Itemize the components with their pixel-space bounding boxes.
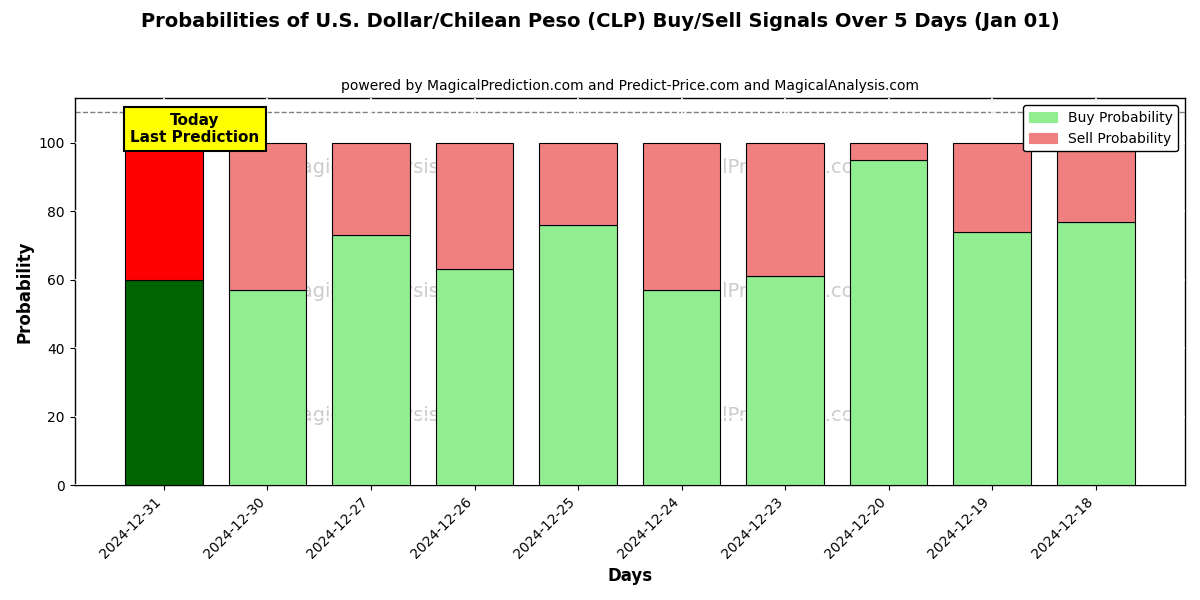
Bar bbox=[229, 290, 306, 485]
Bar bbox=[436, 143, 514, 269]
Text: MagicalPrediction.com: MagicalPrediction.com bbox=[653, 158, 872, 178]
Bar bbox=[643, 290, 720, 485]
Text: MagicalPrediction.com: MagicalPrediction.com bbox=[653, 406, 872, 425]
Bar bbox=[643, 143, 720, 290]
Bar bbox=[746, 143, 824, 277]
X-axis label: Days: Days bbox=[607, 567, 653, 585]
Bar bbox=[746, 277, 824, 485]
Text: Probabilities of U.S. Dollar/Chilean Peso (CLP) Buy/Sell Signals Over 5 Days (Ja: Probabilities of U.S. Dollar/Chilean Pes… bbox=[140, 12, 1060, 31]
Bar bbox=[539, 143, 617, 225]
Bar bbox=[953, 232, 1031, 485]
Text: Today
Last Prediction: Today Last Prediction bbox=[131, 113, 259, 145]
Bar bbox=[850, 160, 928, 485]
Bar bbox=[229, 143, 306, 290]
Bar bbox=[125, 143, 203, 280]
Text: MagicalAnalysis.com: MagicalAnalysis.com bbox=[284, 406, 487, 425]
Bar bbox=[125, 280, 203, 485]
Legend: Buy Probability, Sell Probability: Buy Probability, Sell Probability bbox=[1024, 105, 1178, 151]
Text: MagicalAnalysis.com: MagicalAnalysis.com bbox=[284, 158, 487, 178]
Text: MagicalPrediction.com: MagicalPrediction.com bbox=[653, 282, 872, 301]
Bar bbox=[953, 143, 1031, 232]
Bar bbox=[1057, 143, 1134, 221]
Title: powered by MagicalPrediction.com and Predict-Price.com and MagicalAnalysis.com: powered by MagicalPrediction.com and Pre… bbox=[341, 79, 919, 93]
Bar bbox=[436, 269, 514, 485]
Text: MagicalAnalysis.com: MagicalAnalysis.com bbox=[284, 282, 487, 301]
Y-axis label: Probability: Probability bbox=[16, 241, 34, 343]
Bar bbox=[539, 225, 617, 485]
Bar bbox=[332, 235, 410, 485]
Bar bbox=[1057, 221, 1134, 485]
Bar bbox=[850, 143, 928, 160]
Bar bbox=[332, 143, 410, 235]
